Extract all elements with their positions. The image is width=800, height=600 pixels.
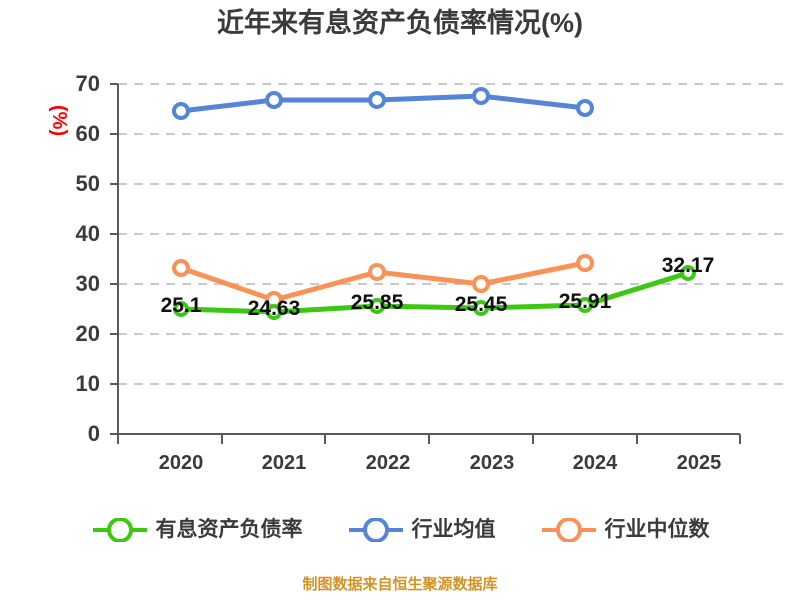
series-line-industry-median bbox=[172, 254, 594, 309]
y-tick-label: 50 bbox=[75, 171, 100, 196]
legend-item-interest-bearing-debt-ratio[interactable]: 有息资产负债率 bbox=[91, 518, 303, 542]
x-tick-label: 2023 bbox=[469, 452, 515, 474]
data-point bbox=[368, 91, 386, 109]
legend-marker-icon bbox=[541, 518, 596, 542]
data-point-label: 32.17 bbox=[661, 254, 715, 277]
y-tick-label: 0 bbox=[87, 421, 100, 446]
data-point bbox=[473, 300, 489, 316]
chart-source-note: 制图数据来自恒生聚源数据库 bbox=[302, 576, 498, 593]
legend-marker-icon bbox=[348, 518, 403, 542]
data-point bbox=[368, 263, 386, 281]
data-point bbox=[576, 254, 594, 272]
y-tick-label: 20 bbox=[75, 321, 100, 346]
data-point-label: 24.63 bbox=[247, 297, 301, 320]
legend-item-industry-average[interactable]: 行业均值 bbox=[347, 518, 496, 542]
chart-title: 近年来有息资产负债率情况(%) bbox=[217, 8, 583, 38]
data-point-label: 25.45 bbox=[454, 293, 508, 316]
y-tick-label: 10 bbox=[75, 371, 100, 396]
y-tick-label: 30 bbox=[75, 271, 100, 296]
series-line-industry-average bbox=[172, 87, 594, 120]
data-point bbox=[577, 297, 593, 313]
y-axis bbox=[110, 83, 119, 435]
x-tick-label: 2021 bbox=[261, 452, 307, 474]
x-tick-label: 2025 bbox=[676, 452, 722, 474]
x-tick-label: 2020 bbox=[158, 452, 204, 474]
data-point bbox=[172, 259, 190, 277]
x-tick-label: 2024 bbox=[572, 452, 618, 474]
data-point bbox=[472, 87, 490, 105]
legend-label: 有息资产负债率 bbox=[155, 518, 303, 541]
data-point-label: 25.1 bbox=[160, 294, 202, 317]
data-point-label: 25.85 bbox=[350, 291, 404, 314]
y-tick-label: 60 bbox=[75, 121, 100, 146]
data-point bbox=[266, 304, 282, 320]
x-axis bbox=[117, 433, 741, 444]
data-point-label: 25.91 bbox=[558, 290, 612, 313]
y-tick-label: 70 bbox=[75, 71, 100, 96]
gridlines bbox=[118, 83, 790, 385]
data-point bbox=[172, 102, 190, 120]
legend-item-industry-median[interactable]: 行业中位数 bbox=[540, 518, 710, 542]
data-point bbox=[576, 99, 594, 117]
legend-label: 行业中位数 bbox=[604, 518, 710, 541]
legend-marker-icon bbox=[92, 518, 147, 542]
data-point bbox=[173, 301, 189, 317]
y-tick-label: 40 bbox=[75, 221, 100, 246]
x-tick-label: 2022 bbox=[365, 452, 411, 474]
data-point bbox=[680, 265, 696, 281]
data-point bbox=[472, 275, 490, 293]
data-point bbox=[265, 91, 283, 109]
chart-legend: 有息资产负债率 行业均值 行业中位数 bbox=[0, 518, 800, 542]
legend-label: 行业均值 bbox=[411, 518, 496, 541]
series-line-interest-bearing-debt-ratio bbox=[173, 265, 696, 320]
data-point bbox=[369, 298, 385, 314]
